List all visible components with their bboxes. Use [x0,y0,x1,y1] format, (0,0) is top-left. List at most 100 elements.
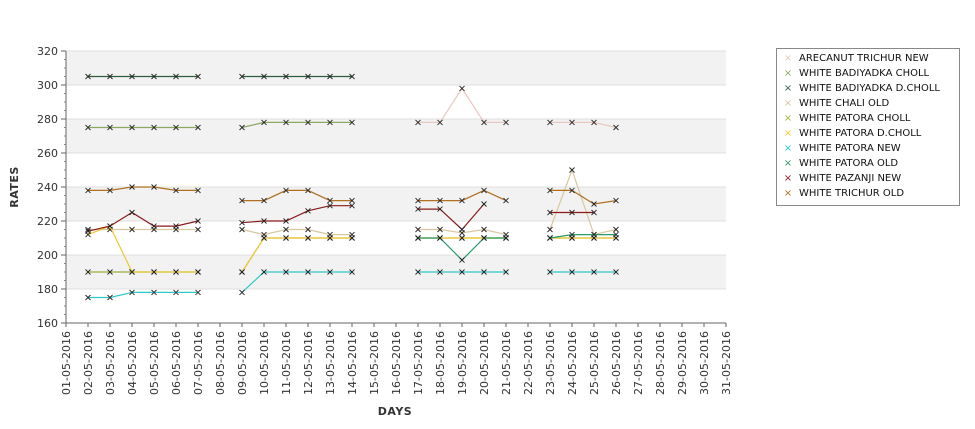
data-point [481,226,487,233]
point-mark [547,187,553,194]
series-9 [85,184,619,207]
point-mark [437,119,443,126]
data-point [613,231,619,238]
y-tick-label: 320 [37,45,58,58]
data-point [261,218,267,224]
data-point [107,124,113,131]
data-point [569,119,575,126]
x-tick-label: 20-05-2016 [478,331,491,395]
data-point [547,269,553,275]
data-point [151,184,157,190]
y-tick-label: 180 [37,283,58,296]
point-mark [261,218,267,224]
series-0 [415,85,619,131]
data-point [437,269,443,275]
data-point [415,119,421,126]
point-mark [481,226,487,233]
point-mark [85,226,91,233]
data-point [173,187,179,194]
plot-band [66,119,726,153]
point-mark [569,167,575,173]
point-mark [195,73,201,80]
y-tick-label: 240 [37,181,58,194]
data-point [85,269,91,275]
data-point [195,289,201,296]
data-point [239,197,245,204]
y-tick-label: 220 [37,215,58,228]
series-line [418,203,485,231]
point-mark [195,269,201,275]
point-mark [437,197,443,204]
point-mark [569,209,575,216]
legend-item: × WHITE PATORA OLD [781,157,898,171]
point-mark [481,187,487,194]
y-tick-label: 260 [37,147,58,160]
data-point [107,269,113,275]
data-point [129,226,135,233]
x-tick-label: 31-05-2016 [720,331,733,395]
point-mark [85,124,91,131]
point-mark [283,235,289,241]
point-mark [437,206,443,212]
data-point [195,226,201,233]
point-mark [327,235,333,241]
point-mark [481,201,487,207]
legend-marker-icon: × [783,113,793,124]
point-mark [239,226,245,233]
data-point [305,119,311,126]
data-point [415,226,421,233]
point-mark [85,73,91,80]
data-point [481,235,487,241]
series-line [241,237,352,273]
data-point [85,73,91,80]
data-point [569,269,575,275]
legend-marker-icon: × [783,158,793,169]
point-mark [349,197,355,204]
point-mark [129,289,135,296]
x-tick-labels: 01-05-2016 02-05-2016 03-05-2016 04-05-2016… [60,331,733,395]
point-mark [305,235,311,241]
legend-marker-icon: × [783,128,793,139]
data-point [283,235,289,241]
x-tick-label: 27-05-2016 [632,331,645,395]
point-mark [261,197,267,204]
legend-item: × ARECANUT TRICHUR NEW [781,52,929,66]
point-mark [349,119,355,126]
plot-background-bands [66,51,726,323]
series-line [242,189,352,202]
x-tick-label: 21-05-2016 [500,331,513,395]
point-mark [613,231,619,238]
data-point [591,269,597,275]
legend-marker-icon: × [783,173,793,184]
point-mark [349,269,355,275]
data-point [481,187,487,194]
x-tick-label: 29-05-2016 [676,331,689,395]
data-point [415,269,421,275]
data-point [437,119,443,126]
plot-band [66,187,726,221]
series-7 [415,231,619,263]
point-mark [195,187,201,194]
point-mark [591,119,597,126]
data-point [261,235,267,241]
x-tick-label: 16-05-2016 [390,331,403,395]
point-mark [173,124,179,131]
series-line [550,189,617,205]
point-mark [283,119,289,126]
point-mark [613,124,619,131]
legend: × ARECANUT TRICHUR NEW × WHITE BADIYADKA CH… [776,48,960,206]
point-mark [481,269,487,275]
point-mark [591,269,597,275]
point-mark [195,218,201,224]
x-tick-label: 08-05-2016 [214,331,227,395]
x-tick-label: 13-05-2016 [324,331,337,395]
data-point [173,223,179,229]
point-mark [415,226,421,233]
data-point [437,206,443,212]
x-tick-label: 10-05-2016 [258,331,271,395]
series-lines [85,73,619,301]
legend-label: WHITE CHALI OLD [799,98,890,109]
series-2 [85,73,355,80]
data-point [459,235,465,241]
point-mark [459,85,465,92]
